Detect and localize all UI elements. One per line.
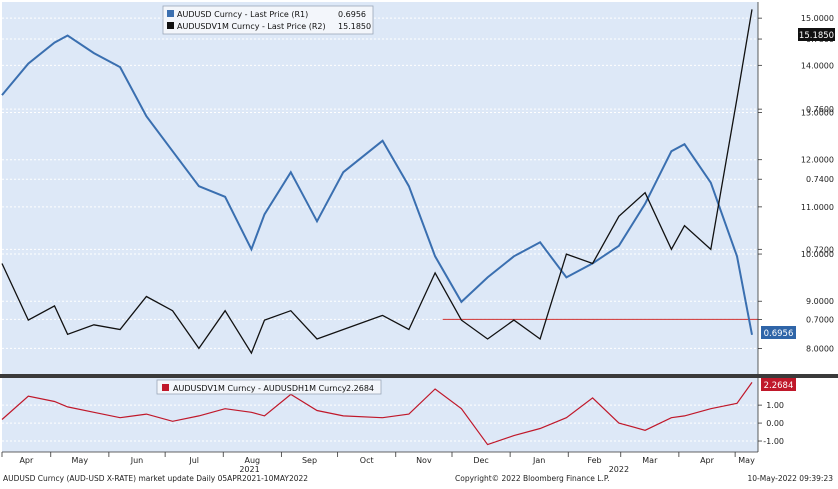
x-tick-label: Aug [245, 456, 261, 465]
axis-tick-label: 0.7600 [806, 105, 834, 114]
lower-legend: AUDUSDV1M Curncy - AUDUSDH1M Curncy 2.26… [156, 379, 382, 395]
axis-tick-label: 14.0000 [801, 61, 834, 70]
axis-tick-label: -1.00 [763, 437, 784, 446]
footer-right: 10-May-2022 09:39:23 [748, 474, 834, 483]
footer-left: AUDUSD Curncy (AUD-USD X-RATE) market up… [3, 474, 308, 483]
x-tick-label: Mar [642, 456, 658, 465]
axis-tick-label: 13.0000 [801, 109, 834, 118]
x-year-label: 2021 [239, 465, 259, 474]
legend-swatch-audusd [167, 10, 174, 17]
axis-tick-label: 10.0000 [801, 250, 834, 259]
last-price-vol: 15.1850 [799, 31, 834, 41]
spread-series [1, 382, 753, 446]
spread-line [1, 382, 753, 446]
panel-separator [0, 374, 838, 378]
vol-series [1, 9, 753, 355]
last-price-audusd: 0.6956 [764, 329, 794, 339]
x-tick-label: Feb [587, 456, 601, 465]
legend-value-vol: 15.1850 [338, 22, 371, 31]
x-tick-label: Apr [19, 456, 34, 465]
x-year-label: 2022 [609, 465, 629, 474]
audusd-line [1, 34, 753, 335]
upper-right-axis: 15.000014.00000.780013.00000.760012.0000… [757, 2, 834, 374]
axis-tick-label: 9.0000 [806, 297, 834, 306]
axis-tick-label: 11.0000 [801, 203, 834, 212]
last-price-spread: 2.2684 [764, 381, 794, 391]
last-price-tag-vol: 15.1850 [798, 28, 835, 41]
x-tick-label: Sep [302, 456, 317, 465]
x-tick-label: Jan [532, 456, 545, 465]
axis-tick-label: 0.00 [766, 419, 784, 428]
x-tick-label: May [72, 456, 89, 465]
audusd-series [1, 34, 753, 335]
footer-center: Copyright© 2022 Bloomberg Finance L.P. [455, 474, 610, 483]
axis-tick-label: 1.00 [766, 401, 784, 410]
x-tick-label: Oct [360, 456, 374, 465]
last-price-tag-audusd: 0.6956 [761, 326, 796, 339]
x-axis: Apr May Jun Jul Aug Sep Oct Nov Dec Jan Feb Mar Apr M… [1, 451, 758, 474]
axis-tick-label: 8.0000 [806, 344, 834, 353]
x-tick-label: Nov [416, 456, 432, 465]
vol-line [1, 9, 753, 355]
upper-legend: AUDUSD Curncy - Last Price (R1) 0.6956 A… [162, 5, 374, 35]
lower-legend-box [156, 379, 382, 395]
legend-label-spread: AUDUSDV1M Curncy - AUDUSDH1M Curncy [173, 384, 347, 393]
legend-swatch-vol [167, 22, 174, 29]
legend-value-spread: 2.2684 [346, 384, 374, 393]
legend-swatch-spread [162, 384, 169, 391]
upper-plot-area [2, 2, 758, 374]
last-price-tag-spread: 2.2684 [761, 378, 796, 391]
legend-label-vol: AUDUSDV1M Curncy - Last Price (R2) [177, 22, 326, 31]
axis-tick-label: 0.7200 [806, 245, 834, 254]
x-tick-label: Apr [700, 456, 715, 465]
x-tick-label: Jun [130, 456, 144, 465]
axis-tick-label: 0.7000 [806, 315, 834, 324]
x-tick-label: May [738, 456, 755, 465]
x-tick-label: Dec [473, 456, 488, 465]
axis-tick-label: 0.7400 [806, 175, 834, 184]
x-tick-label: Jul [188, 456, 199, 465]
legend-value-audusd: 0.6956 [338, 10, 366, 19]
axis-tick-label: 12.0000 [801, 156, 834, 165]
legend-label-audusd: AUDUSD Curncy - Last Price (R1) [177, 10, 308, 19]
axis-tick-label: 15.0000 [801, 14, 834, 23]
upper-legend-box [162, 5, 374, 35]
lower-right-axis: 1.00 0.00 -1.00 [757, 378, 784, 452]
